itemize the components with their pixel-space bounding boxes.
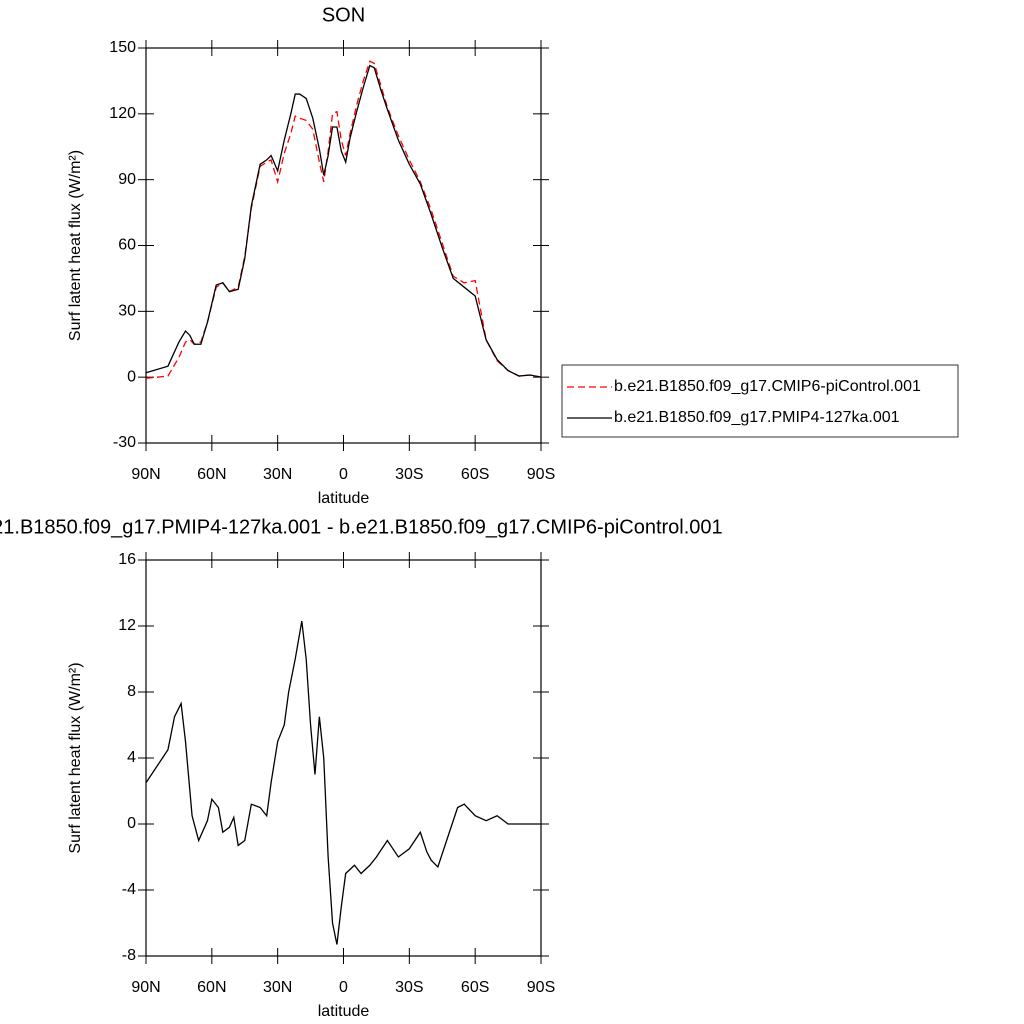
series-line [145,620,541,945]
x-tick-label: 90N [131,979,160,996]
y-tick-label: -4 [122,881,136,898]
x-tick-label: 0 [339,979,348,996]
y-tick-label: 0 [127,368,136,385]
y-tick-label: 120 [109,105,136,122]
y-tick-label: 0 [127,815,136,832]
x-tick-label: 30S [395,979,423,996]
y-tick-label: 16 [118,551,136,568]
series-line [145,64,542,378]
x-axis-label: latitude [318,1003,370,1020]
y-tick-label: 150 [109,39,136,56]
x-tick-label: 60S [461,466,489,483]
y-tick-label: 60 [118,237,136,254]
x-tick-label: 60S [461,979,489,996]
chart-title: SON [322,4,365,26]
y-axis-label: Surf latent heat flux (W/m²) [67,150,84,341]
x-tick-label: 90S [527,979,555,996]
y-tick-label: 4 [127,749,136,766]
x-tick-label: 60N [197,466,226,483]
legend-label: b.e21.B1850.f09_g17.CMIP6-piControl.001 [614,378,921,395]
y-tick-label: 12 [118,617,136,634]
legend-box [561,364,959,438]
x-tick-label: 30N [263,466,292,483]
y-tick-label: -8 [122,947,136,964]
x-tick-label: 90N [131,466,160,483]
y-tick-label: -30 [113,434,136,451]
x-tick-label: 30N [263,979,292,996]
chart-title: b.e21.B1850.f09_g17.PMIP4-127ka.001 - b.… [0,516,723,538]
plot-frame [145,559,542,957]
x-tick-label: 0 [339,466,348,483]
plot-frame [145,47,542,444]
x-tick-label: 60N [197,979,226,996]
y-tick-label: 90 [118,171,136,188]
x-tick-label: 30S [395,466,423,483]
x-axis-label: latitude [318,490,370,507]
legend-label: b.e21.B1850.f09_g17.PMIP4-127ka.001 [614,409,900,426]
y-tick-label: 30 [118,303,136,320]
x-tick-label: 90S [527,466,555,483]
y-tick-label: 8 [127,683,136,700]
y-axis-label: Surf latent heat flux (W/m²) [67,662,84,853]
